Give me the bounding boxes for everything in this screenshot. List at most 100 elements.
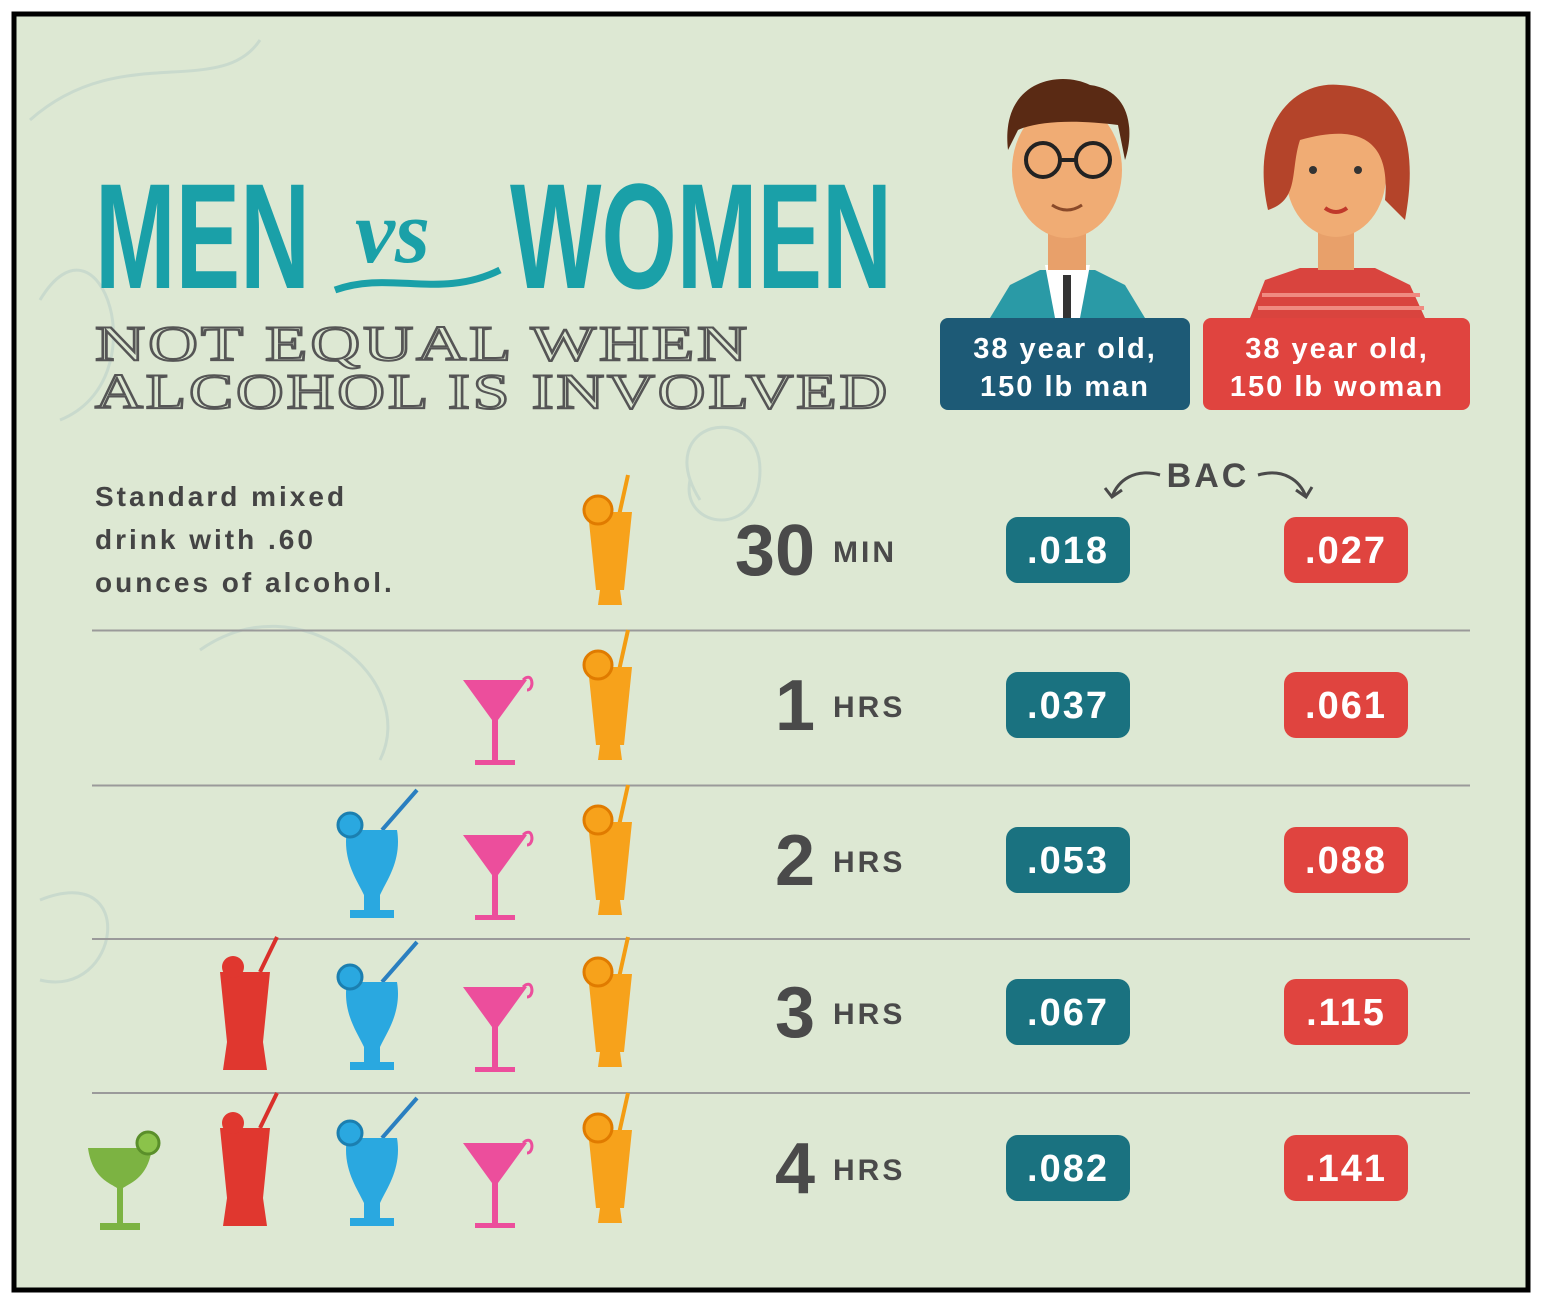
- glass: [588, 822, 632, 915]
- slice: [336, 963, 364, 991]
- glass: [345, 982, 399, 1070]
- title-men: MEN: [95, 152, 310, 320]
- woman-bac-value: .061: [1305, 685, 1387, 727]
- drink-icon: [336, 940, 419, 1070]
- slice: [135, 1130, 161, 1156]
- time-value: 2: [775, 821, 815, 901]
- man-bac-value: .018: [1027, 530, 1109, 572]
- time-unit: HRS: [833, 846, 905, 879]
- woman-label: 150 lb woman: [1230, 371, 1444, 403]
- time-unit: HRS: [833, 1154, 905, 1187]
- man-bac-value: .053: [1027, 840, 1109, 882]
- straw: [380, 788, 419, 832]
- glass: [588, 512, 632, 605]
- glass: [345, 1138, 399, 1226]
- garnish: [222, 956, 244, 978]
- woman-bac-value: .088: [1305, 840, 1387, 882]
- drink-icon: [463, 982, 534, 1072]
- straw: [380, 1096, 419, 1140]
- time-unit: HRS: [833, 691, 905, 724]
- man-bac-badge: [1006, 672, 1130, 738]
- man-bac-value: .037: [1027, 685, 1109, 727]
- drink-icon: [582, 1092, 632, 1223]
- time-value: 30: [735, 511, 815, 591]
- glass: [88, 1148, 152, 1230]
- drink-icon: [336, 1096, 419, 1226]
- slice: [582, 804, 614, 836]
- note-line: ounces of alcohol.: [95, 567, 395, 598]
- woman-bac-badge: [1284, 517, 1408, 583]
- woman-bac-badge: [1284, 827, 1408, 893]
- glass: [588, 1130, 632, 1223]
- time-unit: HRS: [833, 998, 905, 1031]
- glass: [345, 830, 399, 918]
- bac-arrow: [1257, 471, 1314, 500]
- drink-icon: [463, 830, 534, 920]
- man-label: 150 lb man: [980, 371, 1150, 403]
- straw: [258, 1092, 279, 1129]
- slice: [336, 811, 364, 839]
- straw: [380, 940, 419, 984]
- garnish: [222, 1112, 244, 1134]
- drink-icon: [220, 936, 279, 1070]
- man-bac-value: .067: [1027, 992, 1109, 1034]
- man-bac-badge: [1006, 827, 1130, 893]
- drink-icon: [582, 936, 632, 1067]
- note-line: Standard mixed: [95, 481, 347, 512]
- man-portrait: [990, 78, 1145, 318]
- man-bac-value: .082: [1027, 1148, 1109, 1190]
- glass: [463, 835, 527, 920]
- glass: [588, 667, 632, 760]
- woman-bac-badge: [1284, 979, 1408, 1045]
- garnish: [521, 830, 534, 847]
- drink-icon: [463, 675, 534, 765]
- vs-swash: [333, 266, 502, 294]
- man-label: 38 year old,: [973, 333, 1157, 365]
- bac-arrow: [1103, 471, 1161, 500]
- drink-icon: [582, 629, 632, 760]
- glass: [463, 987, 527, 1072]
- glass: [220, 1128, 270, 1226]
- woman-portrait: [1250, 84, 1425, 318]
- subtitle-line: ALCOHOL IS INVOLVED: [95, 363, 890, 419]
- woman-bac-value: .027: [1305, 530, 1387, 572]
- slice: [582, 1112, 614, 1144]
- glass: [220, 972, 270, 1070]
- drink-icon: [582, 784, 632, 915]
- woman-bac-value: .115: [1306, 992, 1386, 1034]
- woman-bac-badge: [1284, 672, 1408, 738]
- straw: [258, 936, 279, 973]
- woman-label-box: [1203, 318, 1470, 410]
- slice: [582, 494, 614, 526]
- drink-icon: [220, 1092, 279, 1226]
- woman-bac-value: .141: [1305, 1148, 1387, 1190]
- drink-icon: [88, 1130, 161, 1230]
- glass: [588, 974, 632, 1067]
- slice: [336, 1119, 364, 1147]
- garnish: [521, 982, 534, 999]
- note-line: drink with .60: [95, 524, 316, 555]
- garnish: [521, 675, 534, 692]
- glass: [463, 680, 527, 765]
- man-bac-badge: [1006, 1135, 1130, 1201]
- slice: [582, 956, 614, 988]
- title-vs: vs: [355, 183, 430, 282]
- glass: [463, 1143, 527, 1228]
- woman-bac-badge: [1284, 1135, 1408, 1201]
- time-value: 4: [775, 1129, 815, 1209]
- man-label-box: [940, 318, 1190, 410]
- frame: [11, 11, 1531, 1293]
- time-unit: MIN: [833, 536, 897, 569]
- drink-icon: [336, 788, 419, 918]
- title-women: WOMEN: [510, 152, 892, 320]
- subtitle-line: NOT EQUAL WHEN: [95, 315, 750, 371]
- bac-label: BAC: [1167, 457, 1250, 495]
- time-value: 1: [775, 666, 815, 746]
- background-pattern: [29, 39, 762, 984]
- slice: [582, 649, 614, 681]
- garnish: [521, 1138, 534, 1155]
- time-value: 3: [775, 973, 815, 1053]
- drink-icon: [582, 474, 632, 605]
- drink-icon: [463, 1138, 534, 1228]
